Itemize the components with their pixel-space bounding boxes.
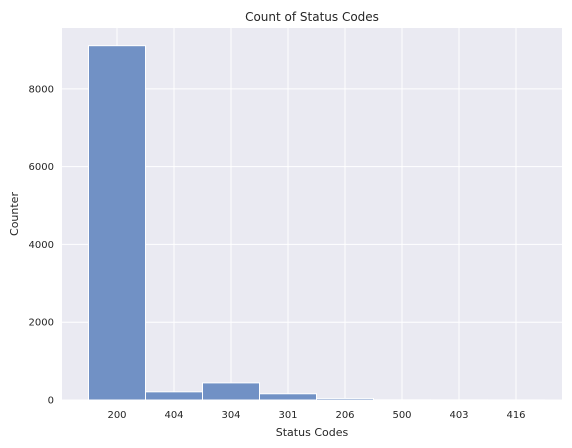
y-axis-label: Counter (8, 192, 21, 236)
bar-200 (89, 46, 146, 400)
x-tick-label: 416 (506, 410, 525, 421)
x-tick-label: 500 (392, 410, 411, 421)
y-tick-labels: 0 2000 4000 6000 8000 (29, 84, 54, 406)
bar-301 (260, 394, 317, 400)
x-tick-label: 206 (335, 410, 354, 421)
y-tick-label: 6000 (29, 162, 54, 173)
y-tick-label: 8000 (29, 84, 54, 95)
bar-206 (317, 398, 374, 400)
x-tick-label: 200 (107, 410, 126, 421)
x-axis-label: Status Codes (276, 426, 349, 439)
y-tick-label: 2000 (29, 318, 54, 329)
bar-304 (203, 383, 260, 400)
bar-404 (146, 392, 203, 400)
x-tick-label: 304 (221, 410, 240, 421)
y-tick-label: 0 (48, 396, 54, 407)
x-tick-label: 301 (278, 410, 297, 421)
x-tick-labels: 200 404 304 301 206 500 403 416 (107, 410, 525, 421)
y-tick-label: 4000 (29, 240, 54, 251)
x-tick-label: 404 (164, 410, 183, 421)
chart-title: Count of Status Codes (245, 10, 379, 24)
x-tick-label: 403 (449, 410, 468, 421)
